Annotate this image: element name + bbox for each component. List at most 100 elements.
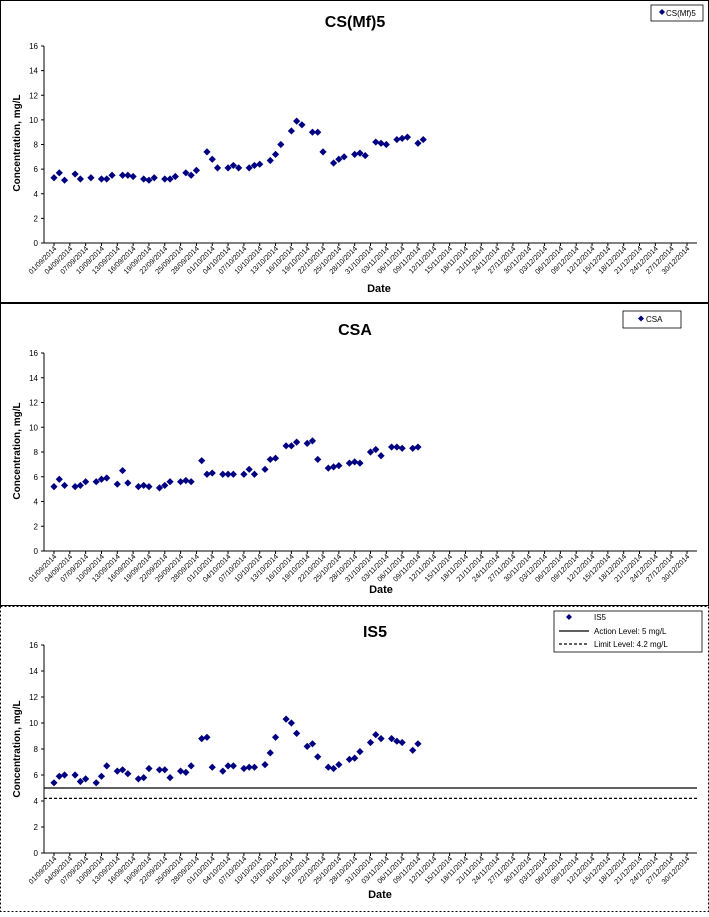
data-point (55, 772, 63, 780)
data-point (419, 135, 427, 144)
data-point (319, 148, 327, 156)
data-point (377, 735, 385, 743)
data-point (329, 463, 338, 471)
data-point (55, 475, 63, 483)
y-tick-label: 0 (34, 239, 39, 248)
y-tick-label: 10 (29, 116, 38, 125)
data-point (250, 161, 259, 170)
data-point (124, 479, 132, 487)
data-point (97, 772, 106, 780)
data-point (293, 729, 301, 737)
data-point (124, 171, 132, 179)
y-axis-label: Concentration, mg/L (12, 94, 23, 191)
data-point (324, 464, 332, 472)
data-point (240, 764, 248, 773)
data-point (208, 763, 216, 771)
panel-frame-2 (0, 303, 709, 606)
data-point (166, 774, 174, 782)
legend: CSA (622, 310, 682, 329)
legend-marker-diamond (659, 9, 665, 15)
data-point (303, 742, 311, 750)
data-point (224, 762, 232, 770)
y-tick-label: 16 (29, 641, 38, 650)
data-point (166, 478, 174, 486)
data-point (356, 149, 364, 157)
data-point (266, 455, 274, 464)
data-point (351, 458, 359, 466)
data-point (314, 455, 322, 464)
data-point (250, 470, 259, 478)
data-point (60, 771, 69, 779)
x-axis-label: Date (368, 889, 392, 901)
data-point (277, 140, 285, 149)
data-point (82, 775, 90, 783)
data-point (55, 169, 63, 177)
legend-label: CSA (646, 315, 663, 324)
y-tick-label: 6 (34, 771, 39, 780)
data-point (113, 480, 121, 488)
data-point (351, 150, 359, 158)
y-tick-label: 0 (34, 849, 39, 858)
data-point (92, 779, 100, 787)
data-point (103, 474, 111, 482)
data-point (171, 172, 179, 181)
data-point (219, 470, 227, 478)
y-tick-label: 4 (34, 498, 39, 507)
data-point (182, 476, 190, 485)
y-tick-label: 14 (29, 374, 38, 383)
data-point (287, 127, 295, 135)
data-point (377, 139, 385, 147)
legend-label-is5: IS5 (594, 613, 607, 622)
data-point (129, 172, 137, 181)
data-point (372, 138, 380, 146)
data-point (177, 478, 185, 486)
data-point (161, 766, 169, 774)
data-point (187, 762, 195, 770)
data-point (124, 770, 132, 778)
data-point (103, 762, 111, 770)
data-point (182, 768, 190, 776)
data-point (92, 478, 100, 486)
y-tick-label: 8 (34, 745, 39, 754)
y-tick-label: 8 (34, 448, 39, 457)
data-point (403, 133, 412, 141)
data-point (208, 155, 216, 163)
data-point (266, 749, 274, 757)
data-point (271, 150, 280, 158)
y-tick-label: 6 (34, 165, 39, 174)
data-point (87, 174, 95, 182)
data-point (50, 174, 58, 182)
chart-title: CS(Mf)5 (325, 14, 386, 31)
data-point (372, 731, 380, 739)
data-point (103, 175, 111, 183)
chart-title: CSA (338, 322, 372, 339)
y-tick-label: 10 (29, 719, 38, 728)
data-point (345, 459, 353, 467)
data-point (308, 437, 317, 445)
data-point (261, 761, 269, 769)
data-point (245, 465, 253, 473)
y-tick-label: 16 (29, 42, 38, 51)
legend-marker-diamond (566, 614, 572, 620)
data-point (256, 160, 264, 168)
data-point (335, 155, 343, 163)
data-point (314, 128, 322, 136)
y-axis-label: Concentration, mg/L (12, 402, 23, 499)
data-point (324, 763, 332, 771)
legend-label-limit: Limit Level: 4.2 mg/L (594, 640, 668, 649)
y-tick-label: 4 (34, 190, 39, 199)
data-point (140, 175, 148, 183)
data-point (203, 148, 211, 156)
data-point (82, 478, 90, 486)
data-point (303, 439, 311, 447)
data-point (50, 483, 58, 491)
data-point (155, 766, 164, 774)
data-point (287, 719, 295, 727)
y-tick-label: 10 (29, 423, 38, 432)
data-point (409, 444, 417, 452)
data-point (409, 746, 417, 754)
data-point (245, 164, 253, 172)
data-point (271, 454, 280, 462)
y-tick-label: 14 (29, 667, 38, 676)
data-point (293, 117, 301, 125)
